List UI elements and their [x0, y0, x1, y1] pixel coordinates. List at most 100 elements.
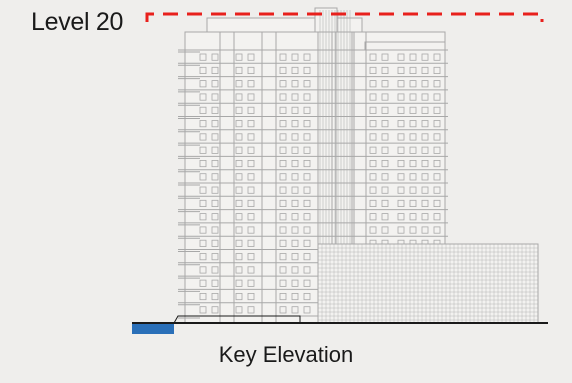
window — [199, 53, 207, 61]
roof-parapet-right — [364, 41, 446, 51]
window — [235, 266, 243, 274]
window — [433, 199, 441, 208]
window — [199, 133, 207, 141]
window — [397, 213, 405, 221]
window — [421, 146, 429, 154]
window — [381, 146, 389, 154]
window — [247, 159, 255, 168]
window — [409, 133, 417, 141]
window — [247, 80, 255, 88]
window — [279, 159, 287, 168]
window — [247, 292, 255, 301]
window — [235, 66, 243, 75]
window — [397, 133, 405, 141]
window — [369, 93, 377, 101]
window — [381, 133, 389, 141]
window — [397, 93, 405, 101]
window — [409, 53, 417, 61]
window — [247, 279, 255, 287]
window — [235, 133, 243, 141]
window — [279, 292, 287, 301]
window — [303, 253, 311, 261]
window — [303, 173, 311, 181]
window — [397, 80, 405, 88]
window — [199, 186, 207, 194]
window — [199, 93, 207, 101]
window — [369, 106, 377, 114]
window — [303, 279, 311, 287]
window — [291, 253, 299, 261]
window — [211, 133, 219, 141]
window — [199, 80, 207, 88]
window — [303, 306, 311, 314]
window — [211, 66, 219, 75]
window — [291, 292, 299, 301]
caption: Key Elevation — [218, 342, 354, 367]
window — [199, 159, 207, 168]
window — [211, 53, 219, 61]
window — [279, 306, 287, 314]
window — [397, 159, 405, 168]
window — [409, 66, 417, 75]
window — [199, 173, 207, 181]
window — [409, 106, 417, 114]
window — [433, 106, 441, 114]
window — [397, 106, 405, 114]
window — [291, 213, 299, 221]
window — [381, 80, 389, 88]
window — [421, 53, 429, 61]
window — [433, 66, 441, 75]
window — [247, 146, 255, 154]
window — [409, 186, 417, 194]
location-marker — [132, 324, 174, 334]
window — [397, 186, 405, 194]
window — [247, 173, 255, 181]
window — [381, 53, 389, 61]
window — [291, 279, 299, 287]
window — [199, 120, 207, 128]
window — [433, 80, 441, 88]
window — [235, 213, 243, 221]
window — [247, 266, 255, 274]
window — [199, 306, 207, 314]
window — [247, 306, 255, 314]
window — [279, 199, 287, 208]
window — [421, 186, 429, 194]
window — [433, 120, 441, 128]
window — [211, 226, 219, 234]
annex-outline — [317, 243, 539, 324]
window — [199, 279, 207, 287]
window — [291, 186, 299, 194]
window — [199, 266, 207, 274]
window — [303, 186, 311, 194]
window — [235, 159, 243, 168]
window — [397, 173, 405, 181]
roof-crown — [206, 17, 363, 33]
window — [381, 120, 389, 128]
window — [199, 226, 207, 234]
window — [303, 120, 311, 128]
window — [279, 239, 287, 247]
window — [211, 199, 219, 208]
window — [409, 199, 417, 208]
window — [433, 186, 441, 194]
window — [409, 159, 417, 168]
window — [199, 292, 207, 301]
window — [211, 266, 219, 274]
window — [199, 146, 207, 154]
window — [303, 106, 311, 114]
window — [303, 226, 311, 234]
window — [409, 226, 417, 234]
window — [247, 93, 255, 101]
window — [421, 66, 429, 75]
window — [409, 93, 417, 101]
window — [291, 173, 299, 181]
window — [303, 213, 311, 221]
window — [303, 239, 311, 247]
window — [421, 159, 429, 168]
window — [291, 120, 299, 128]
window — [433, 146, 441, 154]
window — [291, 53, 299, 61]
